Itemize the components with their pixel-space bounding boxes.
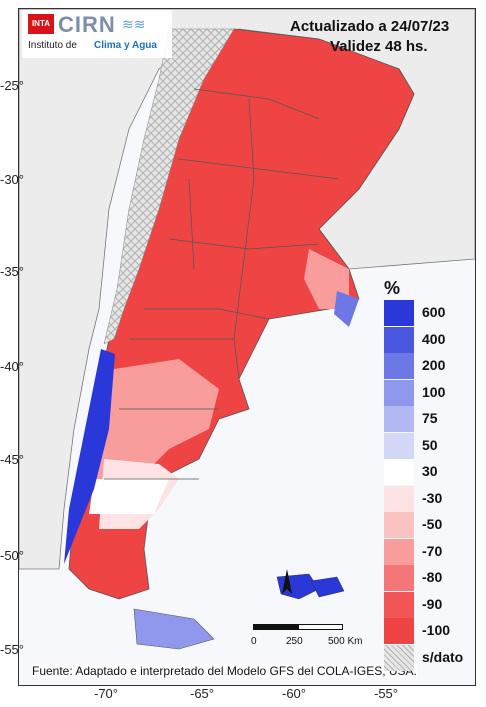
- legend-swatch: [384, 618, 414, 644]
- y-tick-label: -30°: [0, 172, 24, 187]
- cirn-logo: INTA CIRN ≋≋ Instituto de Clima y Agua: [22, 10, 172, 58]
- legend-label: -100: [422, 622, 451, 638]
- legend-label: 600: [422, 304, 446, 320]
- legend-unit: %: [384, 278, 401, 298]
- x-tick-label: -60°: [282, 686, 306, 701]
- legend-label: -70: [422, 543, 443, 559]
- legend-label: 30: [422, 463, 438, 479]
- legend-swatch: [384, 486, 414, 512]
- scale-bar: [245, 620, 365, 656]
- legend-swatch: [384, 592, 414, 618]
- legend-swatch: [384, 512, 414, 538]
- y-tick-label: -45°: [0, 452, 24, 467]
- legend-label: -30: [422, 490, 443, 506]
- legend-swatch: [384, 459, 414, 485]
- north-arrow: [282, 569, 292, 594]
- legend-label: -80: [422, 569, 443, 585]
- logo-subtitle-prefix: Instituto de: [28, 40, 77, 51]
- legend-label: -90: [422, 596, 443, 612]
- legend-swatch: [384, 300, 414, 326]
- legend-swatch: [384, 380, 414, 406]
- waves-icon: ≋≋: [122, 16, 146, 32]
- x-tick-label: -55°: [374, 686, 398, 701]
- scale-label: 500 Km: [328, 636, 363, 647]
- province-borders: [104, 88, 340, 480]
- y-tick-label: -50°: [0, 548, 24, 563]
- legend-label: 100: [422, 384, 446, 400]
- update-date-title: Actualizado a 24/07/23: [290, 18, 450, 35]
- source-footer: Fuente: Adaptado e interpretado del Mode…: [32, 664, 417, 678]
- y-tick-label: -40°: [0, 359, 24, 374]
- legend-swatch: [384, 327, 414, 353]
- scale-label: 0: [251, 636, 257, 647]
- legend-label: 75: [422, 410, 438, 426]
- positive-anomaly-west: [64, 349, 115, 564]
- cirn-logo-text: CIRN: [58, 12, 116, 37]
- no-data-region: [103, 28, 235, 345]
- anomaly-map: [19, 9, 475, 650]
- legend-label: 200: [422, 357, 446, 373]
- positive-anomaly-tdf: [133, 608, 215, 650]
- scale-label: 250: [286, 636, 303, 647]
- inta-logo-badge: INTA: [28, 14, 54, 34]
- x-tick-label: -70°: [94, 686, 118, 701]
- legend-label: -50: [422, 516, 443, 532]
- legend-label: 400: [422, 331, 446, 347]
- legend-swatch: [384, 645, 414, 671]
- anomaly-band-white: [89, 479, 169, 514]
- legend-swatch: [384, 353, 414, 379]
- y-tick-label: -35°: [0, 264, 24, 279]
- x-tick-label: -65°: [190, 686, 214, 701]
- validity-title: Validez 48 hs.: [330, 38, 428, 55]
- legend-label: s/dato: [422, 649, 464, 665]
- legend-swatch: [384, 565, 414, 591]
- legend-swatch: [384, 539, 414, 565]
- y-tick-label: -25°: [0, 78, 24, 93]
- legend-swatch: [384, 406, 414, 432]
- legend-swatch: [384, 433, 414, 459]
- y-tick-label: -55°: [0, 642, 24, 657]
- legend-label: 50: [422, 437, 438, 453]
- logo-subtitle-highlight: Clima y Agua: [94, 40, 157, 51]
- positive-anomaly-east: [334, 291, 359, 327]
